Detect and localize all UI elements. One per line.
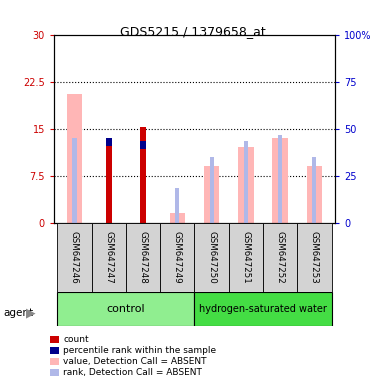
Text: count: count (63, 335, 89, 344)
Bar (57, 223, 92, 292)
Bar (209, 157, 214, 223)
Bar (273, 138, 288, 223)
Bar (92, 223, 126, 292)
Text: GSM647253: GSM647253 (310, 231, 319, 284)
Bar (204, 166, 219, 223)
Bar (140, 127, 146, 223)
Text: GSM647252: GSM647252 (276, 231, 285, 284)
Text: GSM647247: GSM647247 (104, 231, 113, 284)
Bar (105, 144, 112, 223)
Text: GSM647250: GSM647250 (207, 231, 216, 284)
Bar (263, 223, 297, 292)
Bar (169, 214, 185, 223)
Text: GSM647251: GSM647251 (241, 231, 250, 284)
Bar (175, 188, 179, 223)
Text: control: control (107, 304, 145, 314)
Text: GSM647249: GSM647249 (173, 231, 182, 284)
Bar (160, 223, 194, 292)
Bar (307, 166, 322, 223)
Text: GSM647246: GSM647246 (70, 231, 79, 284)
Text: GSM647248: GSM647248 (139, 231, 147, 284)
Bar (140, 141, 146, 149)
Bar (312, 157, 316, 223)
Text: hydrogen-saturated water: hydrogen-saturated water (199, 304, 327, 314)
Text: ▶: ▶ (26, 306, 36, 319)
Bar (57, 292, 194, 326)
Bar (244, 141, 248, 223)
Bar (238, 147, 254, 223)
Bar (229, 223, 263, 292)
Bar (72, 138, 77, 223)
Bar (194, 223, 229, 292)
Bar (278, 135, 282, 223)
Text: percentile rank within the sample: percentile rank within the sample (63, 346, 216, 355)
Text: GDS5215 / 1379658_at: GDS5215 / 1379658_at (120, 25, 265, 38)
Bar (126, 223, 160, 292)
Text: agent: agent (4, 308, 34, 318)
Text: rank, Detection Call = ABSENT: rank, Detection Call = ABSENT (63, 367, 202, 377)
Bar (297, 223, 331, 292)
Bar (194, 292, 331, 326)
Bar (67, 94, 82, 223)
Text: value, Detection Call = ABSENT: value, Detection Call = ABSENT (63, 357, 207, 366)
Bar (105, 138, 112, 146)
